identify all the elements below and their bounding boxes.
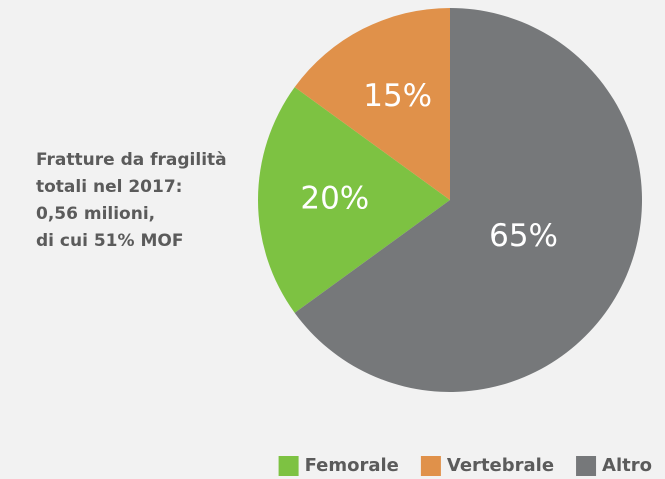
slice-label: 20% [300, 181, 369, 217]
annotation: Fratture da fragilità [36, 150, 227, 170]
pie-slice [258, 87, 450, 313]
pie-slice [294, 8, 642, 392]
legend-label: Femorale [305, 455, 399, 476]
slice-label: 15% [363, 78, 432, 114]
pie-slice [294, 8, 450, 200]
slice-label: 65% [489, 218, 558, 254]
legend-label: Altro [602, 455, 652, 476]
legend-label: Vertebrale [447, 455, 554, 476]
legend-swatch [576, 456, 597, 476]
legend-swatch [420, 456, 441, 476]
legend-swatch [278, 456, 299, 476]
annotation: 0,56 milioni, [36, 204, 155, 224]
annotation: di cui 51% MOF [36, 231, 183, 251]
annotation: totali nel 2017: [36, 177, 182, 197]
